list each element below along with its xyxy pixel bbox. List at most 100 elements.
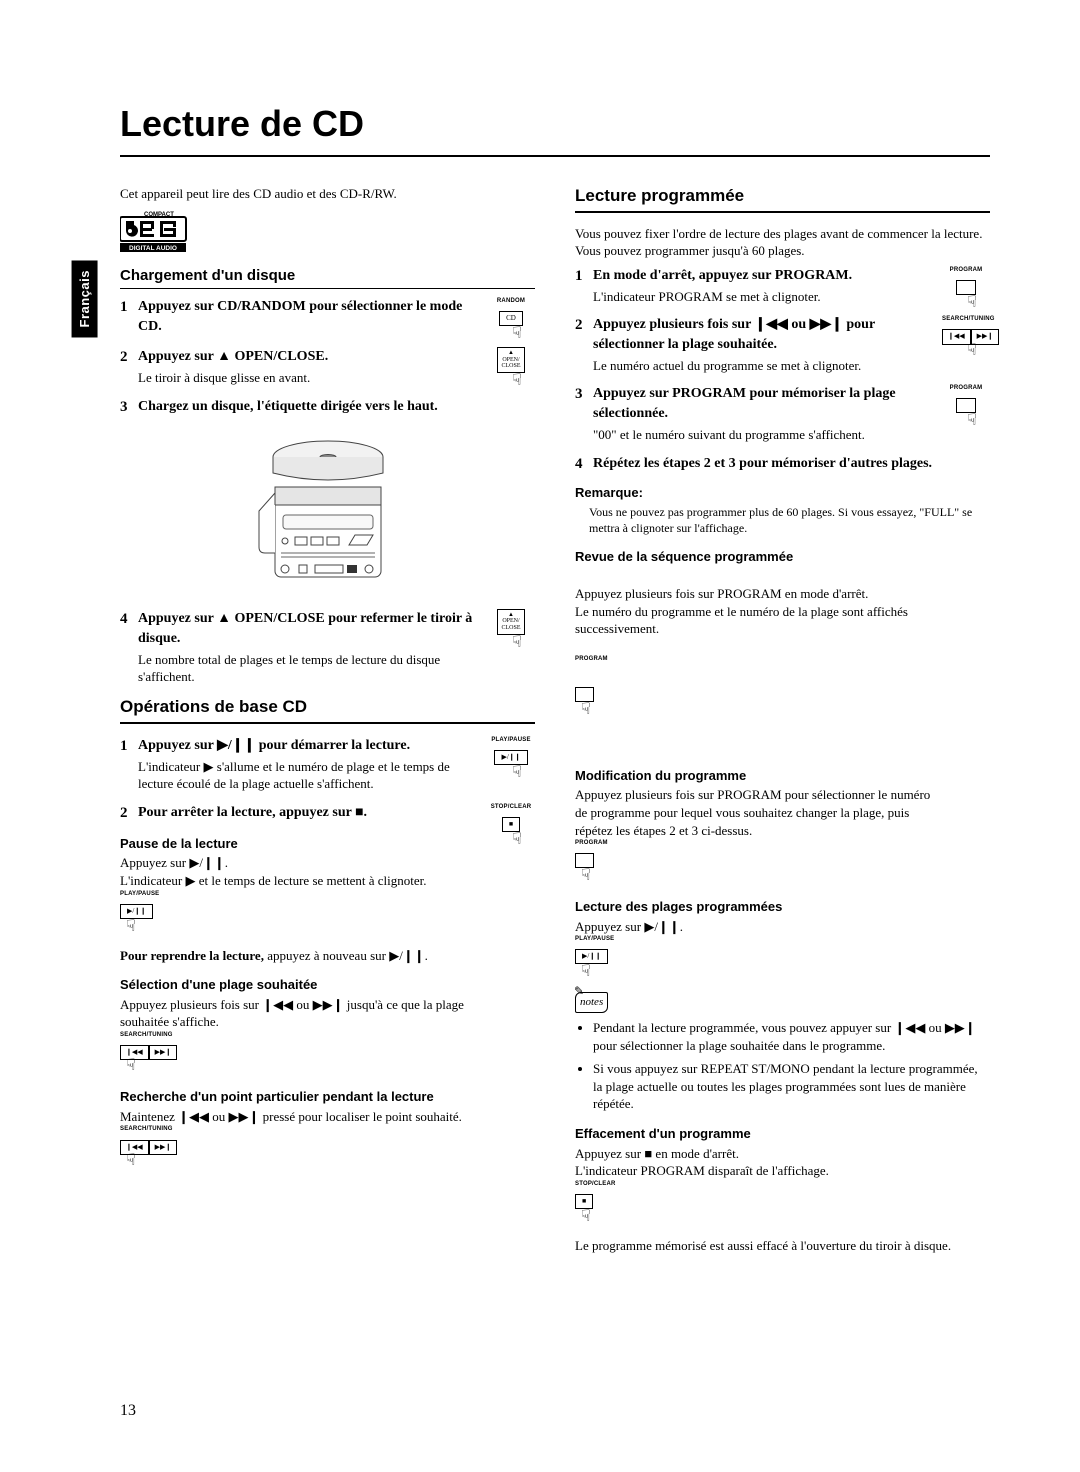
step-title: Appuyez sur CD/RANDOM pour sélectionner … [138, 299, 462, 334]
basic-step-1: 1 Appuyez sur ▶/❙❙ pour démarrer la lect… [120, 736, 535, 793]
loading-heading: Chargement d'un disque [120, 266, 535, 289]
loading-step-3: 3 Chargez un disque, l'étiquette dirigée… [120, 397, 535, 417]
basic-step-2: 2 Pour arrêter la lecture, appuyez sur ■… [120, 803, 535, 823]
erase-subheading: Effacement d'un programme [575, 1125, 990, 1143]
step-title: Appuyez sur ▲ OPEN/CLOSE. [138, 349, 328, 364]
program-button-illus: PROGRAM ☟ [942, 266, 990, 313]
step-title: Répétez les étapes 2 et 3 pour mémoriser… [593, 456, 932, 471]
erase-body: Appuyez sur ■ en mode d'arrêt. L'indicat… [575, 1145, 990, 1227]
finger-icon: ☟ [126, 1153, 485, 1169]
select-track-subheading: Sélection d'une plage souhaitée [120, 976, 535, 994]
loading-step-1: 1 Appuyez sur CD/RANDOM pour sélectionne… [120, 297, 535, 337]
finger-icon: ☟ [493, 635, 541, 651]
modify-body: Appuyez plusieurs fois sur PROGRAM pour … [575, 786, 990, 886]
content-columns: Cet appareil peut lire des CD audio et d… [120, 185, 990, 1261]
prog-step-3: 3 Appuyez sur PROGRAM pour mémoriser la … [575, 384, 990, 443]
notes-bullets: Pendant la lecture programmée, vous pouv… [593, 1019, 990, 1113]
device-illustration [243, 427, 413, 597]
step-subtitle: L'indicateur ▶ s'allume et le numéro de … [138, 758, 475, 793]
program-button-illus: PROGRAM ☟ [575, 839, 934, 886]
step-subtitle: L'indicateur PROGRAM se met à clignoter. [593, 288, 930, 306]
step-number: 3 [575, 384, 593, 404]
finger-icon: ☟ [126, 919, 485, 935]
pause-body: Appuyez sur ▶/❙❙. L'indicateur ▶ et le t… [120, 854, 535, 936]
step-title: Appuyez sur ▶/❙❙ pour démarrer la lectur… [138, 738, 410, 753]
remarque-body: Vous ne pouvez pas programmer plus de 60… [589, 504, 990, 536]
prog-step-4: 4 Répétez les étapes 2 et 3 pour mémoris… [575, 454, 990, 474]
step-title: Pour arrêter la lecture, appuyez sur ■. [138, 805, 367, 820]
intro-text: Cet appareil peut lire des CD audio et d… [120, 185, 535, 203]
step-title: En mode d'arrêt, appuyez sur PROGRAM. [593, 268, 852, 283]
finger-icon: ☟ [493, 832, 541, 848]
logo-text-bottom: DIGITAL AUDIO [129, 245, 177, 252]
step-number: 2 [575, 315, 593, 335]
open-close-button-illus: ▲ OPEN/ CLOSE ☟ [487, 609, 535, 653]
play-prog-body: Appuyez sur ▶/❙❙. PLAY/PAUSE ▶/❙❙ ☟ [575, 918, 990, 983]
step-number: 4 [575, 454, 593, 474]
play-pause-button-illus: PLAY/PAUSE ▶/❙❙ ☟ [120, 890, 479, 937]
step-number: 1 [120, 736, 138, 756]
finger-icon: ☟ [581, 868, 940, 884]
step-number: 2 [120, 803, 138, 823]
prog-step-1: 1 En mode d'arrêt, appuyez sur PROGRAM. … [575, 266, 990, 305]
step-subtitle: Le tiroir à disque glisse en avant. [138, 369, 475, 387]
pause-subheading: Pause de la lecture [120, 835, 535, 853]
search-buttons-illus: SEARCH/TUNING ❙◀◀▶▶❙ ☟ [120, 1125, 479, 1171]
finger-icon: ☟ [581, 1209, 940, 1225]
finger-icon: ☟ [581, 702, 940, 718]
program-button-illus: PROGRAM ☟ [942, 384, 990, 431]
play-pause-button-illus: PLAY/PAUSE ▶/❙❙ ☟ [487, 736, 535, 783]
program-button-illus: PROGRAM ☟ [575, 638, 934, 738]
review-body: Appuyez plusieurs fois sur PROGRAM en mo… [575, 567, 990, 754]
programmed-intro: Vous pouvez fixer l'ordre de lecture des… [575, 225, 990, 260]
search-buttons-illus: SEARCH/TUNING ❙◀◀▶▶❙ ☟ [942, 315, 990, 361]
remarque-heading: Remarque: [575, 484, 990, 502]
notes-icon: notes [575, 992, 608, 1013]
erase-footer: Le programme mémorisé est aussi effacé à… [575, 1237, 990, 1255]
step-number: 1 [575, 266, 593, 286]
step-title: Appuyez sur PROGRAM pour mémoriser la pl… [593, 386, 896, 421]
stop-button-illus: STOP/CLEAR ■ ☟ [487, 803, 535, 850]
modify-subheading: Modification du programme [575, 767, 990, 785]
finger-icon: ☟ [948, 343, 996, 359]
page-title: Lecture de CD [120, 100, 990, 157]
step-title: Chargez un disque, l'étiquette dirigée v… [138, 399, 438, 414]
open-close-button-illus: ▲ OPEN/ CLOSE ☟ [487, 347, 535, 391]
loading-step-4: 4 Appuyez sur ▲ OPEN/CLOSE pour refermer… [120, 609, 535, 686]
step-number: 3 [120, 397, 138, 417]
resume-line: Pour reprendre la lecture, appuyez à nou… [120, 947, 535, 965]
list-item: Si vous appuyez sur REPEAT ST/MONO penda… [593, 1060, 990, 1113]
programmed-heading: Lecture programmée [575, 185, 990, 213]
step-number: 4 [120, 609, 138, 629]
search-point-body: Maintenez ❙◀◀ ou ▶▶❙ pressé pour localis… [120, 1108, 535, 1171]
page-number: 13 [120, 1400, 136, 1422]
finger-icon: ☟ [493, 765, 541, 781]
step-title: Appuyez sur ▲ OPEN/CLOSE pour refermer l… [138, 611, 472, 646]
select-track-body: Appuyez plusieurs fois sur ❙◀◀ ou ▶▶❙ ju… [120, 996, 535, 1077]
finger-icon: ☟ [581, 964, 940, 980]
play-pause-button-illus: PLAY/PAUSE ▶/❙❙ ☟ [575, 935, 934, 982]
search-point-subheading: Recherche d'un point particulier pendant… [120, 1088, 535, 1106]
basic-ops-heading: Opérations de base CD [120, 696, 535, 724]
step-title: Appuyez plusieurs fois sur ❙◀◀ ou ▶▶❙ po… [593, 317, 875, 352]
finger-icon: ☟ [126, 1058, 485, 1074]
step-number: 1 [120, 297, 138, 317]
right-column: Lecture programmée Vous pouvez fixer l'o… [575, 185, 990, 1261]
step-subtitle: "00" et le numéro suivant du programme s… [593, 426, 930, 444]
compact-disc-logo: COMPACT DIGITAL AUDIO [120, 208, 535, 252]
play-prog-subheading: Lecture des plages programmées [575, 898, 990, 916]
search-buttons-illus: SEARCH/TUNING ❙◀◀▶▶❙ ☟ [120, 1031, 479, 1077]
step-subtitle: Le numéro actuel du programme se met à c… [593, 357, 930, 375]
list-item: Pendant la lecture programmée, vous pouv… [593, 1019, 990, 1054]
finger-icon: ☟ [948, 413, 996, 429]
prog-step-2: 2 Appuyez plusieurs fois sur ❙◀◀ ou ▶▶❙ … [575, 315, 990, 374]
finger-icon: ☟ [948, 295, 996, 311]
cd-random-button-illus: RANDOM CD ☟ [487, 297, 535, 344]
step-subtitle: Le nombre total de plages et le temps de… [138, 651, 475, 686]
left-column: Cet appareil peut lire des CD audio et d… [120, 185, 535, 1261]
finger-icon: ☟ [493, 373, 541, 389]
language-tab: Français [72, 260, 98, 337]
finger-icon: ☟ [493, 326, 541, 342]
loading-step-2: 2 Appuyez sur ▲ OPEN/CLOSE. Le tiroir à … [120, 347, 535, 386]
step-number: 2 [120, 347, 138, 367]
